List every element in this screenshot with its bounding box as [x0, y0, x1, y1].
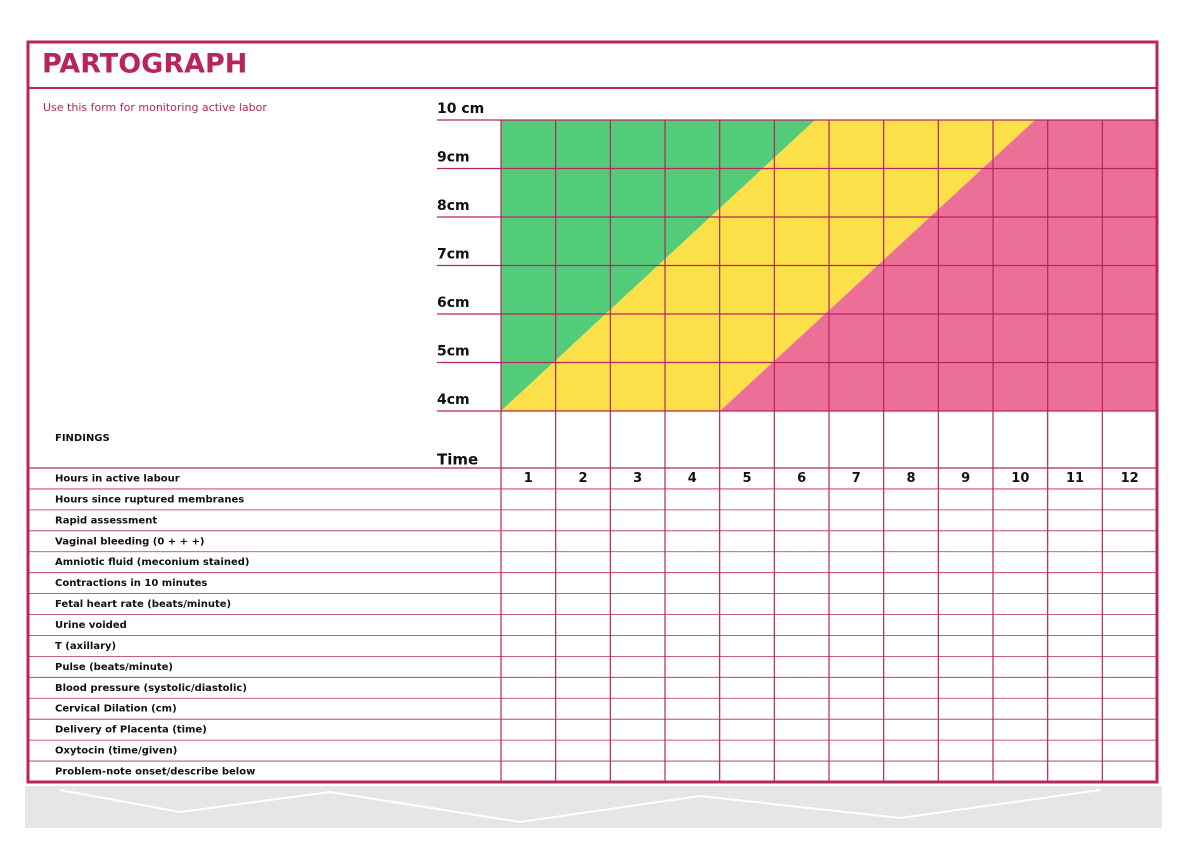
dilation-label: 5cm: [437, 344, 470, 360]
row-label: Vaginal bleeding (0 + + +): [55, 536, 204, 547]
hour-label: 3: [633, 471, 642, 486]
row-label: Urine voided: [55, 620, 127, 631]
row-label: Amniotic fluid (meconium stained): [55, 557, 249, 568]
hour-label: 10: [1011, 471, 1029, 486]
hour-label: 4: [688, 471, 697, 486]
row-label: Pulse (beats/minute): [55, 662, 173, 673]
row-label: Fetal heart rate (beats/minute): [55, 599, 231, 610]
row-label: Hours in active labour: [55, 473, 180, 484]
dilation-label: 9cm: [437, 150, 470, 166]
dilation-label: 10 cm: [437, 101, 484, 117]
hour-label: 7: [852, 471, 861, 486]
dilation-label: 8cm: [437, 198, 470, 214]
form-border: [26, 40, 1159, 784]
hour-label: 2: [578, 471, 587, 486]
hour-label: 5: [742, 471, 751, 486]
dilation-label: 6cm: [437, 295, 470, 311]
title: PARTOGRAPH: [42, 49, 247, 80]
row-label: Blood pressure (systolic/diastolic): [55, 683, 247, 694]
footer-band: [25, 786, 1162, 828]
footer-decoration: [59, 789, 1101, 824]
hour-label: 12: [1121, 471, 1139, 486]
time-label: Time: [437, 451, 478, 469]
hour-label: 11: [1066, 471, 1084, 486]
row-label: Cervical Dilation (cm): [55, 704, 177, 715]
hour-label: 8: [906, 471, 915, 486]
row-label: Problem-note onset/describe below: [55, 767, 255, 778]
dilation-label: 4cm: [437, 392, 470, 408]
hour-label: 6: [797, 471, 806, 486]
row-label: Hours since ruptured membranes: [55, 494, 244, 505]
row-label: Rapid assessment: [55, 515, 157, 526]
dilation-label: 7cm: [437, 247, 470, 263]
row-label: Oxytocin (time/given): [55, 746, 177, 757]
hour-label: 1: [524, 471, 533, 486]
row-label: Contractions in 10 minutes: [55, 578, 207, 589]
subtitle: Use this form for monitoring active labo…: [43, 101, 267, 114]
row-label: T (axillary): [55, 641, 116, 652]
hour-label: 9: [961, 471, 970, 486]
findings-label: FINDINGS: [55, 433, 110, 444]
row-label: Delivery of Placenta (time): [55, 725, 207, 736]
